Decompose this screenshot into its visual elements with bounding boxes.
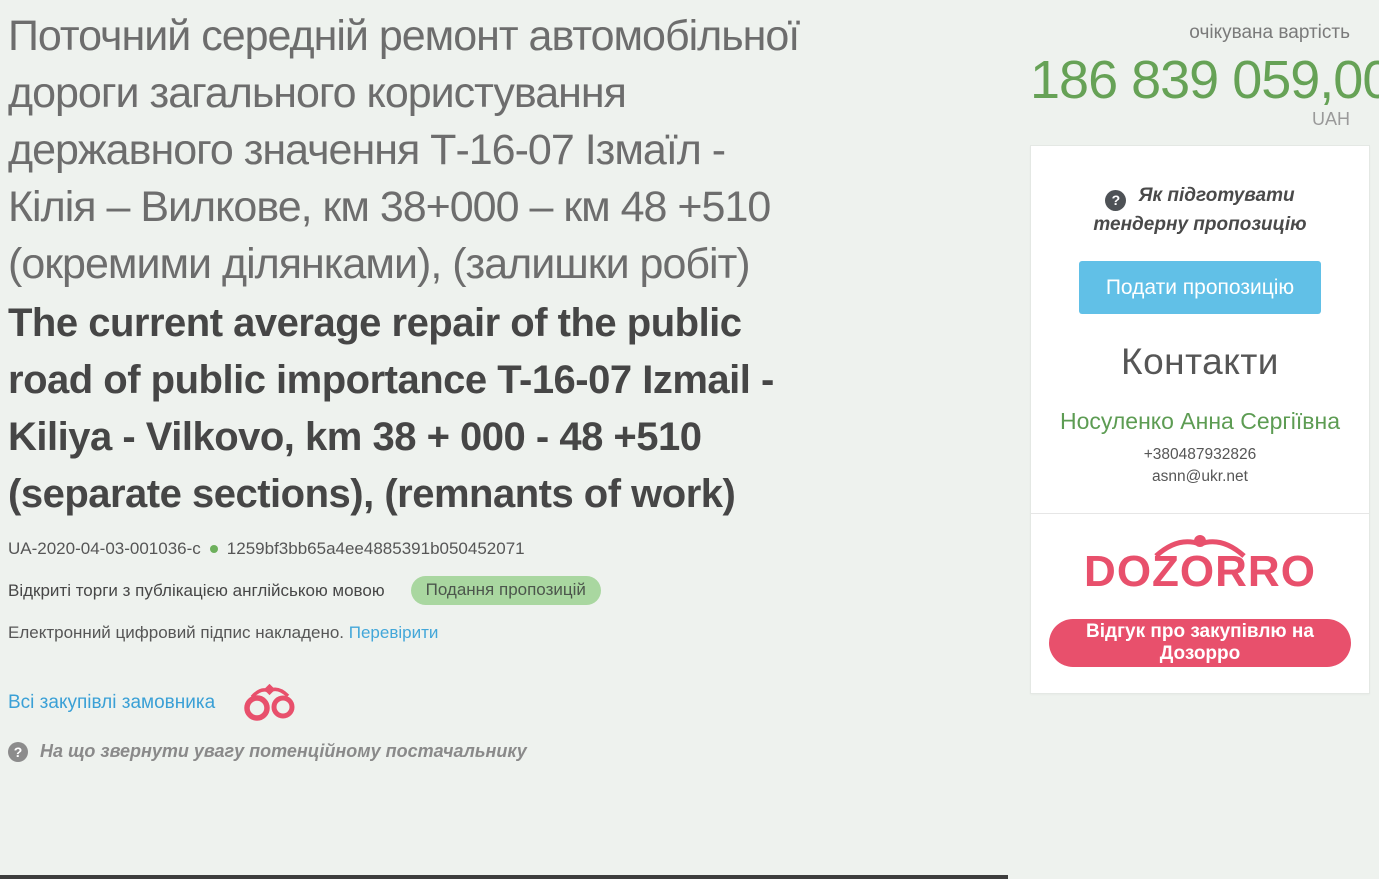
dozorro-wordmark: DOZORRO [1084, 547, 1316, 596]
supplier-note-row[interactable]: ? На що звернути увагу потенційному пост… [8, 741, 820, 762]
question-circle-icon: ? [8, 741, 28, 762]
signature-row: Електронний цифровий підпис накладено. П… [8, 623, 820, 643]
tender-hash-id: 1259bf3bb65a4ee4885391b050452071 [226, 539, 525, 558]
procedure-row: Відкриті торги з публікацією англійською… [8, 576, 820, 605]
sidebar-card: ? Як підготувати тендерну пропозицію Под… [1030, 145, 1370, 694]
verify-signature-link[interactable]: Перевірити [348, 623, 439, 642]
help-row: ? Як підготувати тендерну пропозицію [1031, 146, 1369, 238]
footer-bar [0, 875, 1008, 879]
supplier-note-text: На що звернути увагу потенційному постач… [40, 741, 527, 761]
binoculars-icon[interactable] [243, 684, 297, 722]
tender-id-row: UA-2020-04-03-001036-c 1259bf3bb65a4ee48… [8, 539, 820, 559]
sidebar: очікувана вартість 186 839 059,00 UAH ? … [1030, 22, 1379, 694]
contact-email: asnn@ukr.net [1152, 468, 1248, 485]
expected-value-currency: UAH [1311, 109, 1350, 129]
tender-title-uk: Поточний середній ремонт автомобільної д… [8, 12, 800, 288]
tender-title-en: The current average repair of the public… [8, 301, 774, 516]
card-divider [1031, 513, 1369, 514]
tender-id: UA-2020-04-03-001036-c [8, 539, 201, 558]
expected-value-amount: 186 839 059,00 [1030, 50, 1379, 110]
how-to-prepare-link[interactable]: Як підготувати тендерну пропозицію [1093, 185, 1307, 235]
status-badge: Подання пропозицій [410, 576, 601, 605]
contact-phone: +380487932826 [1143, 446, 1257, 463]
question-circle-icon: ? [1105, 190, 1127, 211]
tender-main-panel: Поточний середній ремонт автомобільної д… [8, 8, 820, 762]
expected-value-label: очікувана вартість [1189, 22, 1350, 43]
expected-value-block: очікувана вартість 186 839 059,00 UAH [1030, 22, 1379, 130]
all-purchases-link[interactable]: Всі закупівлі замовника [8, 692, 216, 713]
purchases-row: Всі закупівлі замовника [8, 684, 820, 722]
contact-name: Носуленко Анна Сергіївна [1059, 408, 1341, 434]
dozorro-logo[interactable]: DOZORRO [1031, 532, 1369, 603]
signature-text: Електронний цифровий підпис накладено. [8, 623, 345, 642]
procedure-type: Відкриті торги з публікацією англійською… [8, 580, 385, 600]
contacts-title: Контакти [1121, 341, 1279, 382]
dot-separator-icon [209, 545, 218, 553]
submit-proposal-button[interactable]: Подати пропозицію [1079, 261, 1321, 314]
dozorro-feedback-button[interactable]: Відгук про закупівлю на Дозорро [1049, 619, 1351, 667]
